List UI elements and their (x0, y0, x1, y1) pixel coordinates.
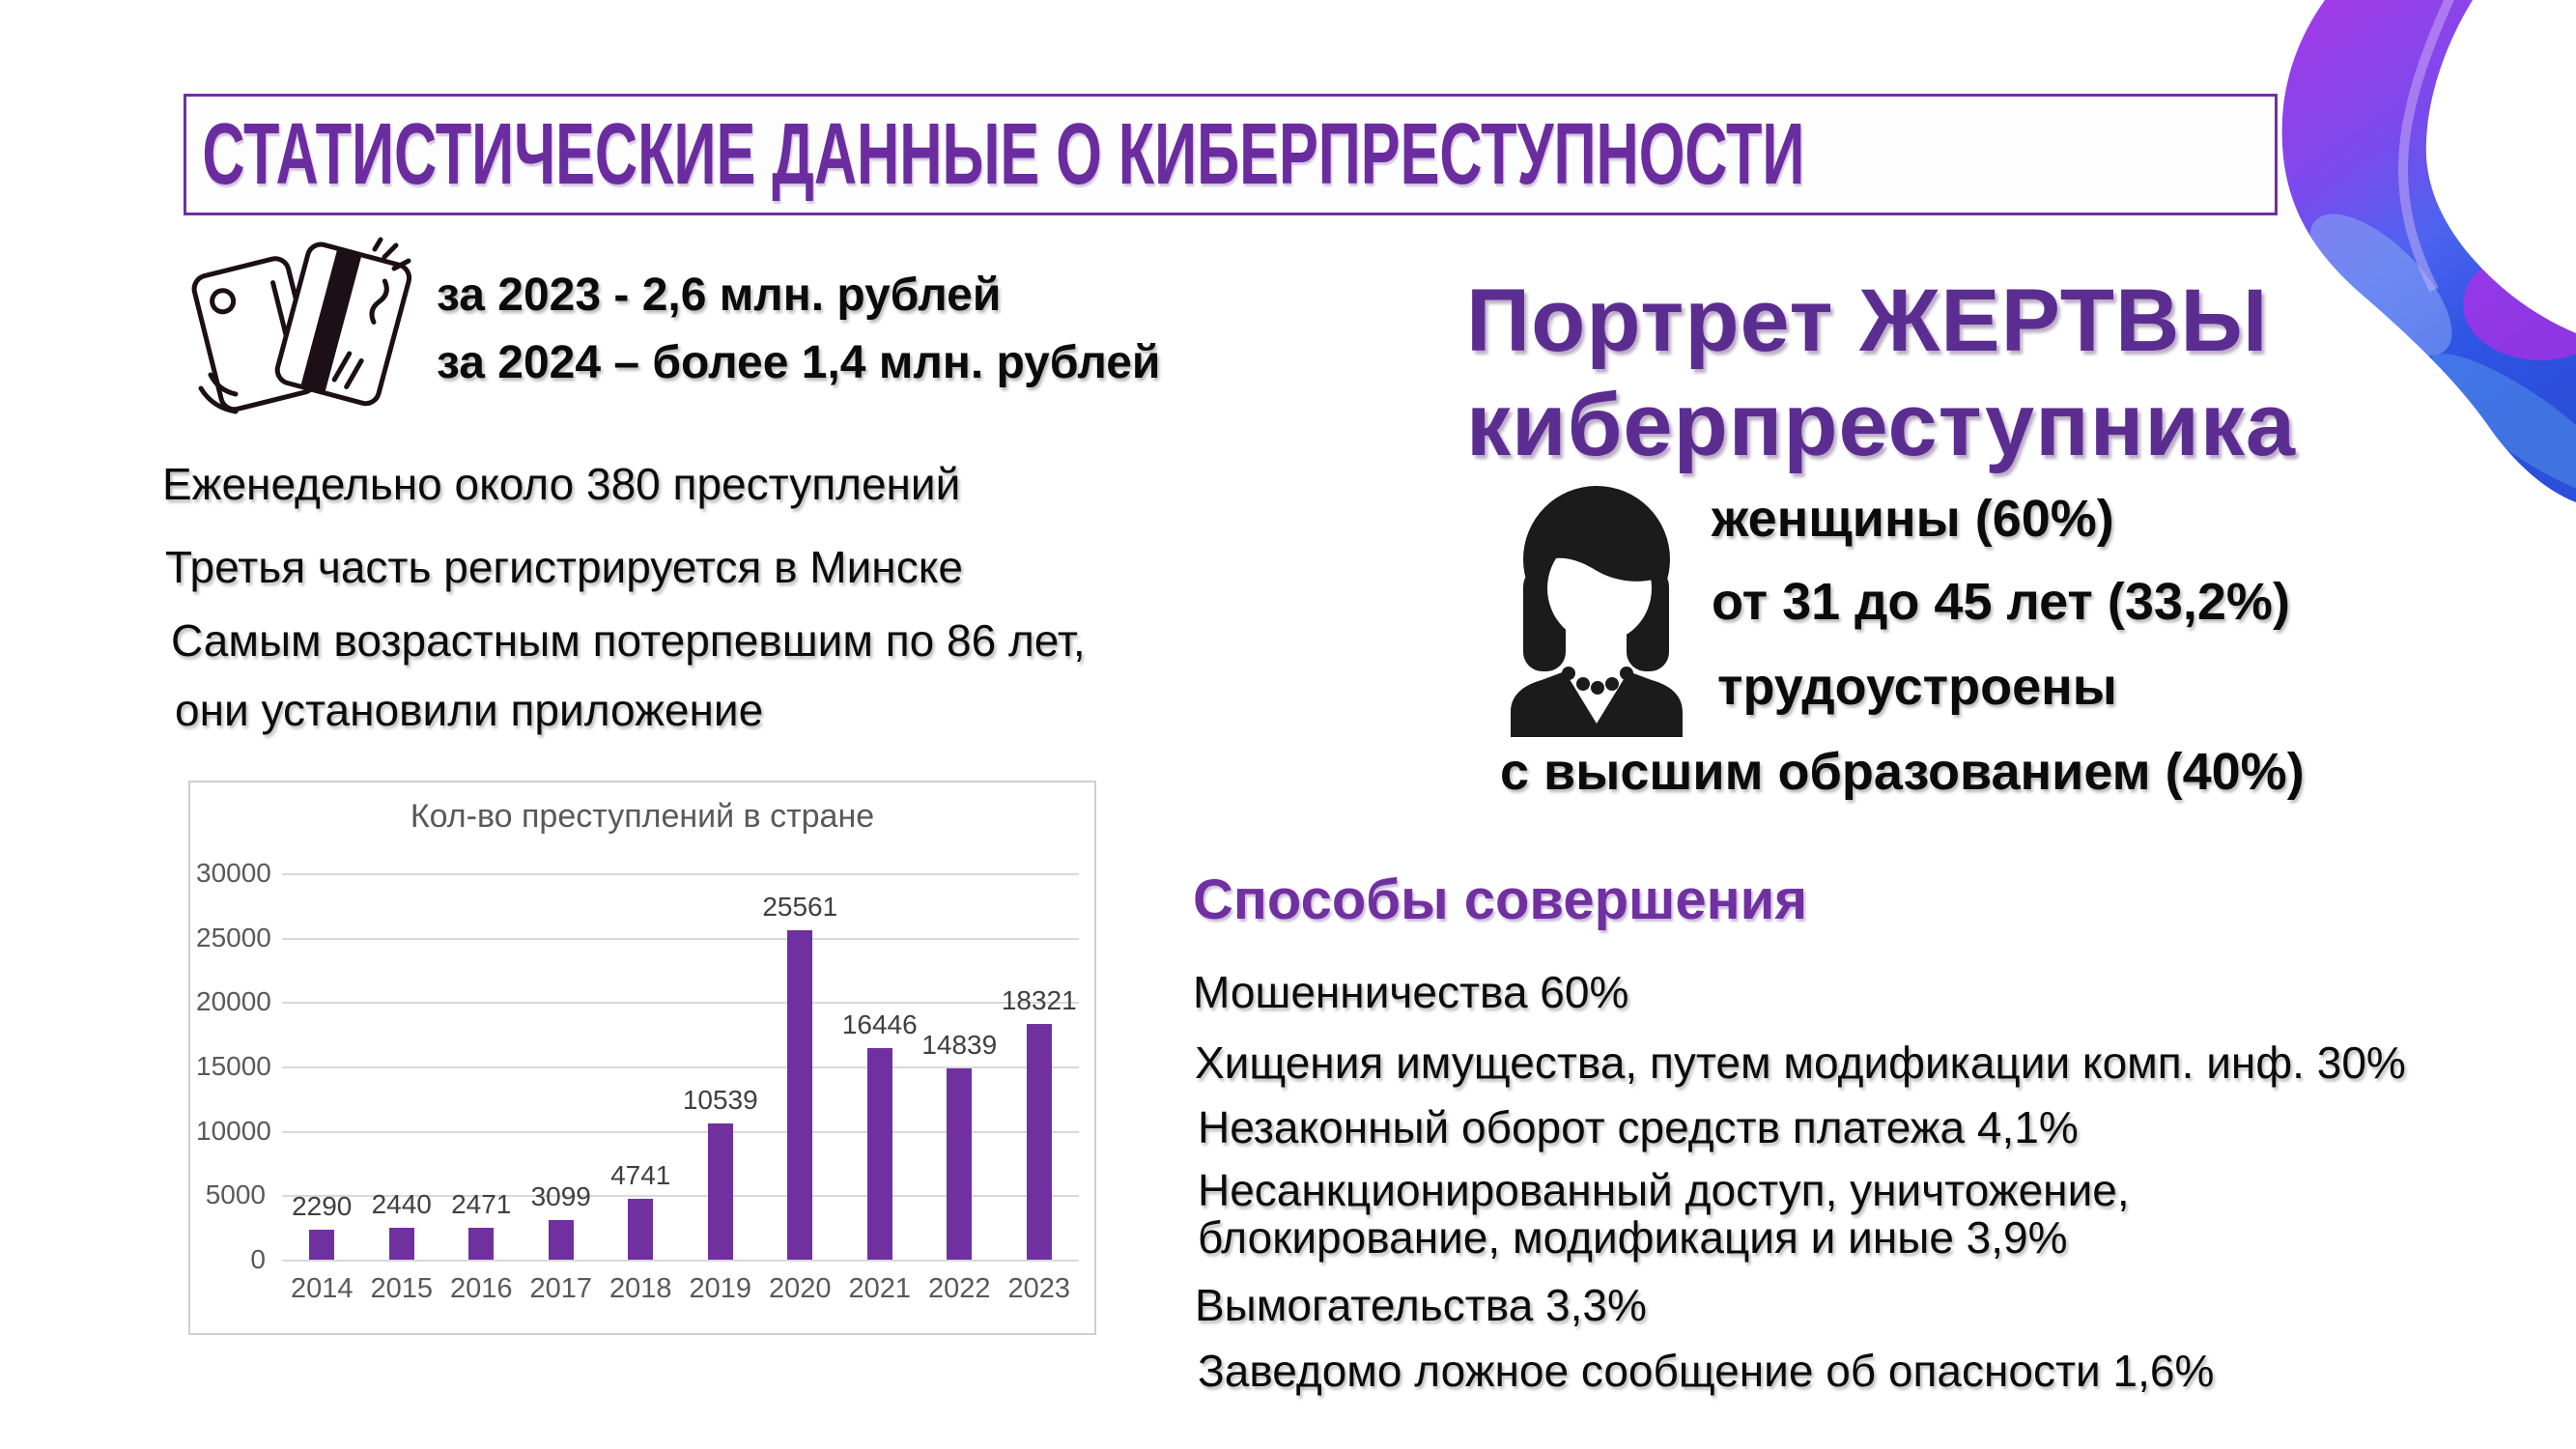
bank-cards-icon (185, 237, 412, 414)
fact-oldest-line2: они установили приложение (175, 685, 764, 735)
bank-cards-svg (191, 237, 412, 414)
y-axis-tick-label: 5000 (205, 1179, 266, 1210)
y-axis-tick-label: 15000 (196, 1051, 271, 1081)
gridline (282, 1260, 1079, 1262)
trait-age: от 31 до 45 лет (33,2%) (1712, 573, 2290, 631)
victim-heading-line2: киберпреступника (1466, 376, 2297, 474)
x-axis-tick-label: 2015 (370, 1273, 433, 1304)
fact-oldest-line1: Самым возрастным потерпевшим по 86 лет, (171, 615, 1086, 666)
x-axis-tick-label: 2019 (689, 1273, 751, 1304)
bar-2018 (628, 1198, 654, 1260)
x-axis-tick-label: 2016 (449, 1273, 513, 1304)
x-axis-tick-label: 2014 (290, 1273, 354, 1304)
gridline (282, 1195, 1079, 1198)
damages-2023: за 2023 - 2,6 млн. рублей (437, 270, 1002, 321)
bar-2014 (309, 1230, 335, 1260)
bar-2023 (1026, 1023, 1052, 1260)
crimes-bar-chart: Кол-во преступлений в стране 0 5000 10000 1… (188, 781, 1096, 1335)
x-axis-tick-label: 2020 (768, 1273, 832, 1304)
bar-2022 (947, 1068, 973, 1260)
fact-minsk: Третья часть регистрируется в Минске (165, 542, 963, 592)
method-unauthorized-access: Несанкционированный доступ, уничтожение,… (1198, 1165, 2130, 1263)
trait-employed: трудоустроены (1717, 658, 2117, 716)
gridline (282, 937, 1079, 940)
method-payment: Незаконный оборот средств платежа 4,1% (1198, 1102, 2079, 1152)
bar-value-label: 2290 (292, 1191, 353, 1222)
bar-2021 (866, 1047, 892, 1260)
gridline (282, 1002, 1079, 1005)
gridline (282, 1130, 1079, 1133)
x-axis-tick-label: 2023 (1007, 1273, 1070, 1304)
method-theft: Хищения имущества, путем модификации ком… (1195, 1037, 2406, 1088)
x-axis-tick-label: 2017 (529, 1273, 592, 1304)
y-axis-tick-label: 10000 (196, 1115, 271, 1146)
bar-value-label: 2440 (371, 1189, 432, 1220)
bar-2019 (707, 1123, 733, 1260)
y-axis-tick-label: 0 (250, 1244, 266, 1274)
x-axis-tick-label: 2022 (927, 1273, 991, 1304)
bar-value-label: 18321 (1001, 984, 1077, 1015)
trait-education: с высшим образованием (40%) (1500, 743, 2305, 801)
bar-value-label: 2471 (451, 1189, 512, 1220)
chart-title: Кол-во преступлений в стране (410, 798, 875, 835)
method-false-report: Заведомо ложное сообщение об опасности 1… (1198, 1346, 2215, 1396)
bar-2020 (787, 930, 813, 1260)
gridline (282, 1066, 1079, 1068)
woman-silhouette-svg (1511, 486, 1683, 737)
x-axis-tick-label: 2018 (609, 1273, 672, 1304)
bar-2015 (388, 1228, 414, 1260)
bar-value-label: 16446 (841, 1009, 918, 1039)
bar-value-label: 14839 (921, 1030, 998, 1061)
bar-value-label: 25561 (762, 892, 838, 923)
method-fraud: Мошенничества 60% (1193, 967, 1629, 1017)
ribbon-svg (2281, 0, 2576, 502)
victim-portrait-heading: Портрет ЖЕРТВЫ киберпреступника (1466, 269, 2296, 477)
damages-2024: за 2024 – более 1,4 млн. рублей (437, 337, 1161, 388)
fact-weekly: Еженедельно около 380 преступлений (162, 459, 961, 509)
bar-value-label: 3099 (530, 1180, 591, 1211)
gridline (282, 873, 1079, 875)
y-axis-tick-label: 30000 (196, 858, 271, 888)
y-axis-tick-label: 20000 (196, 986, 271, 1017)
bar-value-label: 4741 (610, 1159, 671, 1190)
method-extortion: Вымогательства 3,3% (1195, 1280, 1647, 1330)
victim-heading-line1: Портрет ЖЕРТВЫ (1466, 271, 2269, 370)
trait-women: женщины (60%) (1712, 490, 2114, 548)
gradient-ribbon-decoration (2250, 0, 2576, 541)
bar-2016 (468, 1228, 495, 1260)
bar-2017 (548, 1219, 574, 1260)
methods-heading: Способы совершения (1193, 868, 1808, 931)
page-title: СТАТИСТИЧЕСКИЕ ДАННЫЕ О КИБЕРПРЕСТУПНОСТ… (202, 105, 1805, 203)
x-axis-tick-label: 2021 (848, 1273, 911, 1304)
y-axis-tick-label: 25000 (196, 922, 271, 952)
bar-value-label: 10539 (682, 1085, 758, 1116)
slide-title-box: СТАТИСТИЧЕСКИЕ ДАННЫЕ О КИБЕРПРЕСТУПНОСТ… (184, 94, 2278, 215)
woman-silhouette-icon (1497, 480, 1695, 743)
